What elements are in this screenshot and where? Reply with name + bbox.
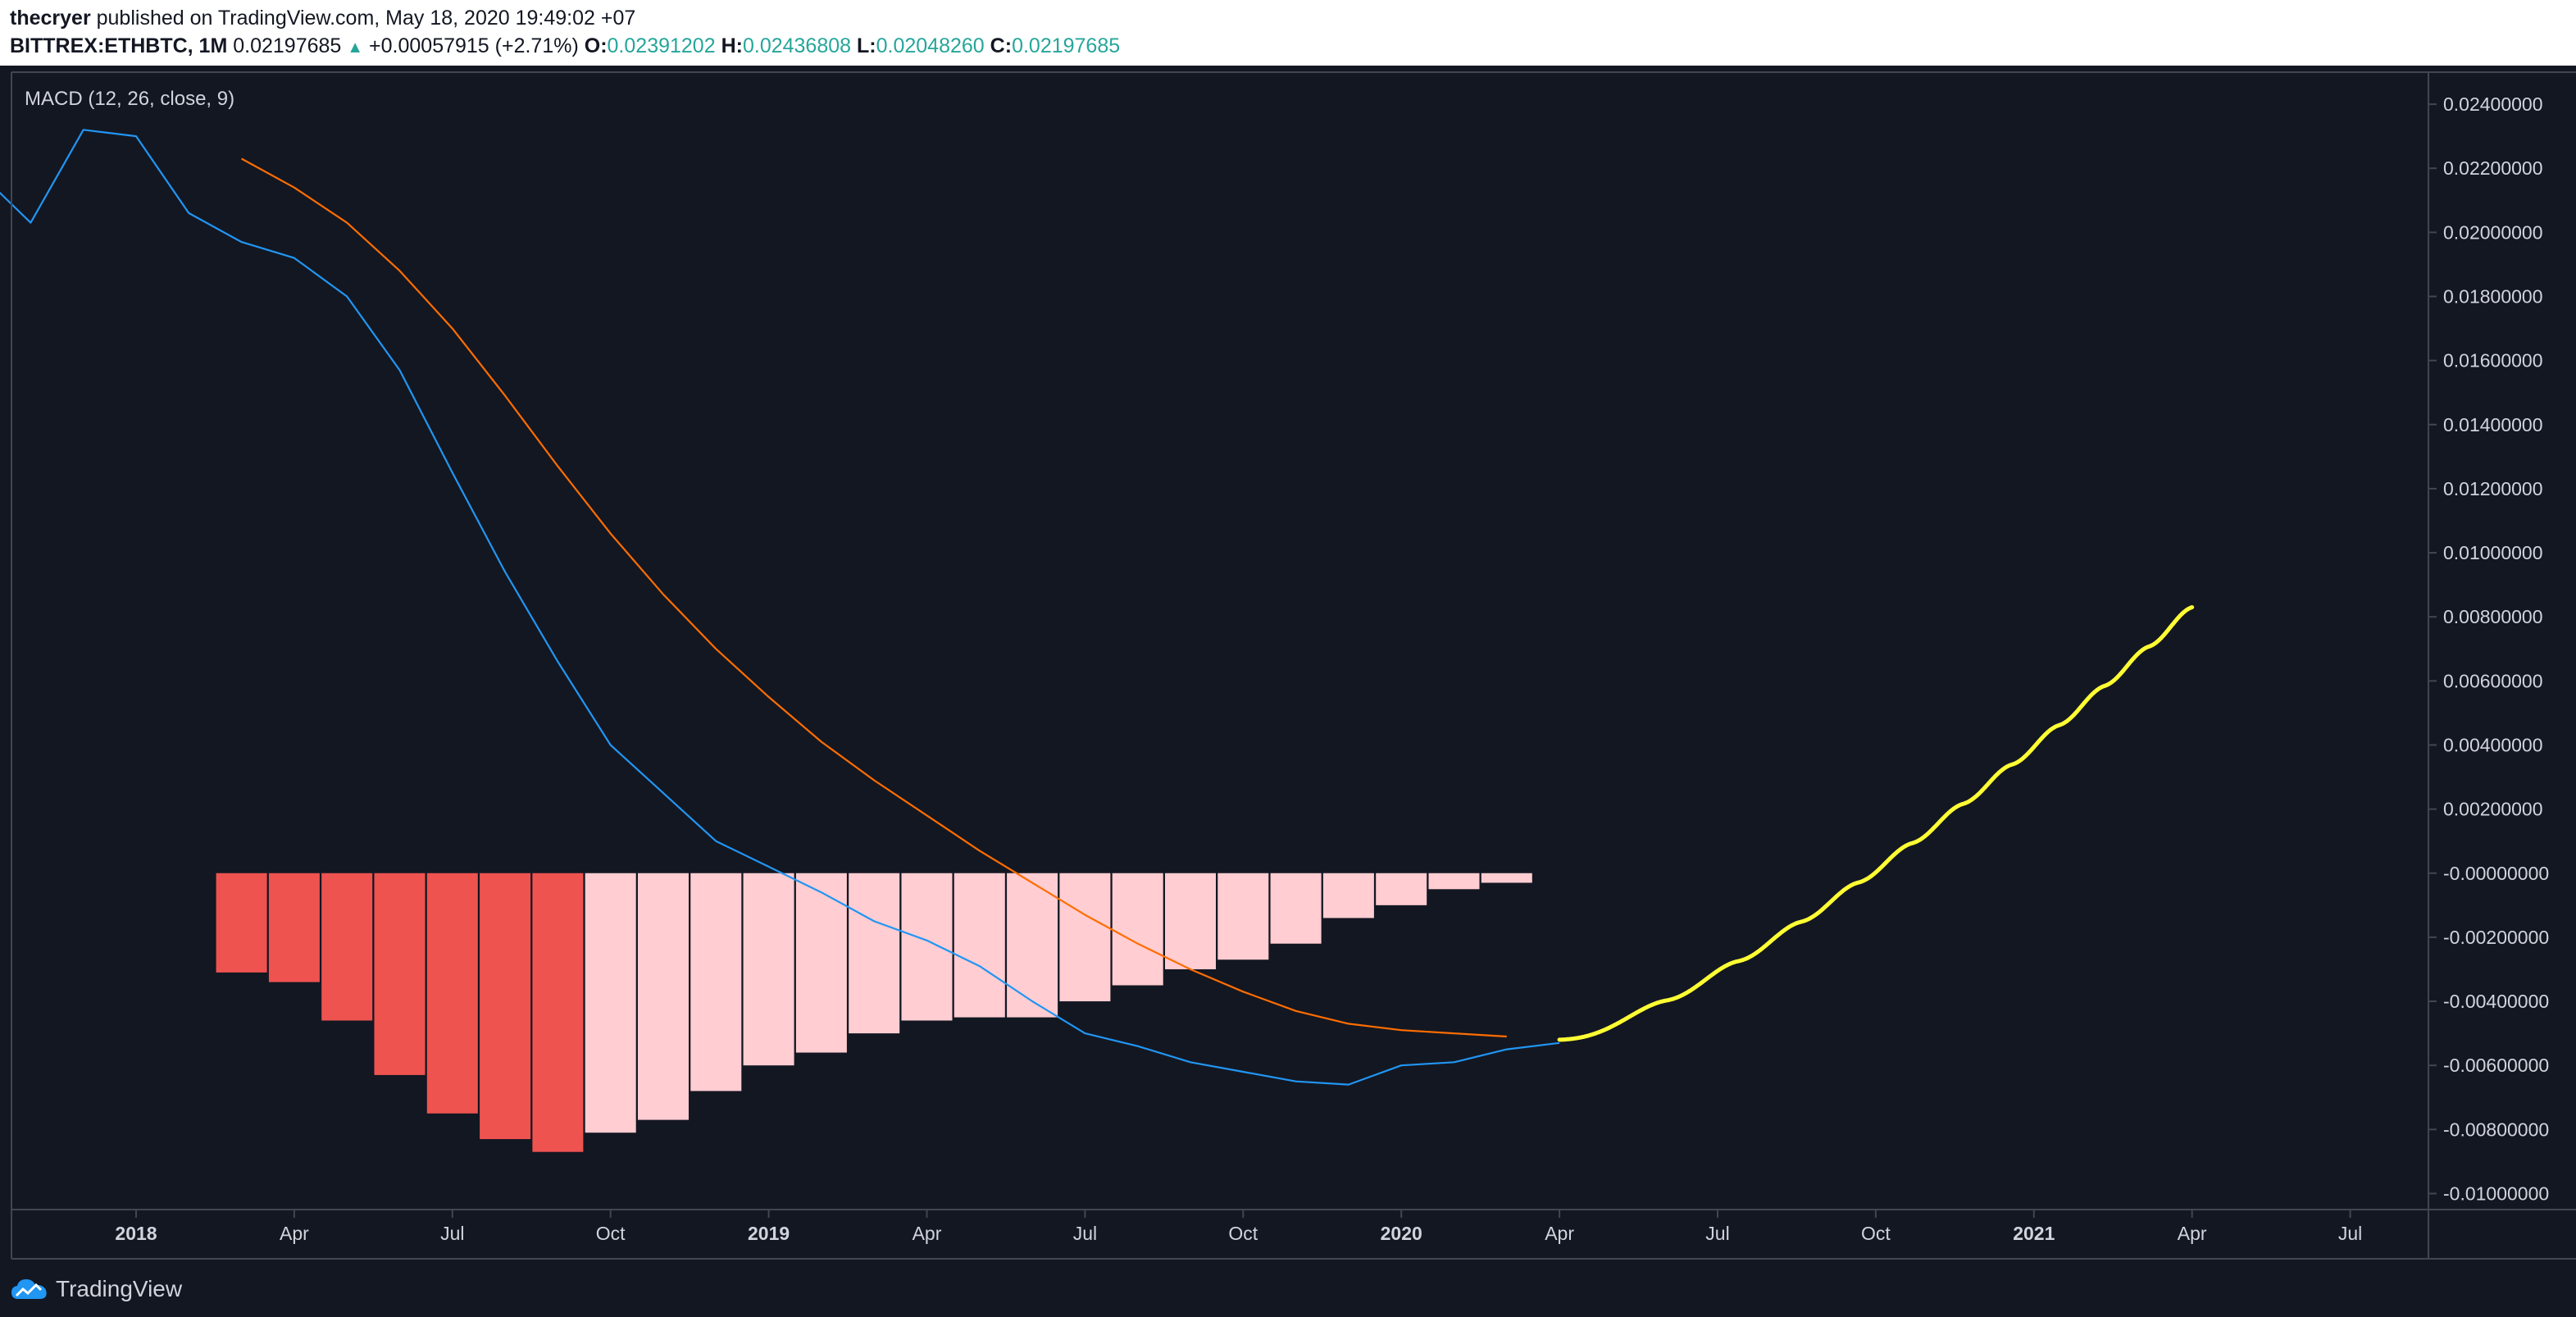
y-tick-label: -0.00600000 — [2443, 1055, 2549, 1076]
histogram-bar — [849, 873, 900, 1034]
y-tick-label: 0.02000000 — [2443, 221, 2543, 243]
x-tick-label: Oct — [596, 1223, 626, 1244]
x-tick-label: Jul — [1705, 1223, 1729, 1244]
low-label: L: — [857, 34, 876, 57]
tradingview-logo[interactable]: TradingView — [10, 1276, 182, 1302]
histogram-bar — [532, 873, 584, 1152]
y-tick-label: -0.00800000 — [2443, 1119, 2549, 1140]
x-tick-label: Oct — [1861, 1223, 1891, 1244]
y-tick-label: -0.00400000 — [2443, 991, 2549, 1012]
y-tick-label: 0.01200000 — [2443, 478, 2543, 499]
y-tick-label: -0.00000000 — [2443, 863, 2549, 884]
histogram-bar — [901, 873, 953, 1021]
close-label: C: — [990, 34, 1013, 57]
y-tick-label: 0.01400000 — [2443, 414, 2543, 435]
histogram-bar — [321, 873, 373, 1021]
y-tick-label: 0.02200000 — [2443, 157, 2543, 179]
histogram-bar — [268, 873, 320, 982]
y-tick-label: 0.01600000 — [2443, 350, 2543, 371]
published-text: published on TradingView.com, May 18, 20… — [96, 7, 636, 30]
histogram-bar — [1217, 873, 1269, 960]
y-tick-label: 0.00600000 — [2443, 670, 2543, 691]
axes: 0.02400000 0.02200000 0.02000000 0.01800000… — [11, 71, 2576, 1260]
chart-background — [0, 66, 2576, 1263]
high-value: 0.02436808 — [742, 34, 852, 57]
histogram-bar — [690, 873, 742, 1091]
tradingview-brand: TradingView — [56, 1276, 183, 1301]
x-tick-label: 2019 — [748, 1223, 790, 1244]
y-tick-label: 0.01800000 — [2443, 285, 2543, 307]
histogram-bar — [743, 873, 794, 1066]
up-arrow-icon: ▲ — [347, 39, 364, 57]
price-change: +0.00057915 (+2.71%) — [369, 34, 579, 57]
author-name[interactable]: thecryer — [10, 7, 91, 30]
histogram-bar — [216, 873, 267, 973]
x-tick-label: 2021 — [2013, 1223, 2055, 1244]
low-value: 0.02048260 — [876, 34, 985, 57]
histogram-bar — [1376, 873, 1427, 905]
indicator-title[interactable]: MACD (12, 26, close, 9) — [25, 88, 234, 110]
close-value: 0.02197685 — [1012, 34, 1121, 57]
histogram-bar — [795, 873, 847, 1053]
x-tick-label: Apr — [280, 1223, 309, 1244]
y-tick-label: 0.00200000 — [2443, 799, 2543, 820]
x-tick-label: Jul — [1073, 1223, 1097, 1244]
histogram-bar — [1481, 873, 1532, 883]
histogram-bar — [1322, 873, 1374, 918]
last-price: 0.02197685 — [233, 34, 342, 57]
x-tick-label: 2018 — [115, 1223, 157, 1244]
tradingview-cloud-icon — [11, 1279, 47, 1299]
footer-bar: TradingView — [0, 1261, 2576, 1317]
histogram-bar — [374, 873, 426, 1075]
y-tick-label: 0.00800000 — [2443, 606, 2543, 627]
histogram-bar — [480, 873, 531, 1140]
histogram-bar — [1007, 873, 1058, 1018]
x-tick-label: Apr — [913, 1223, 942, 1244]
histogram-bar — [953, 873, 1005, 1018]
projection-drawing — [1557, 605, 2195, 1042]
signal-line — [241, 157, 1507, 1038]
y-tick-label: -0.01000000 — [2443, 1183, 2549, 1204]
symbol-info: BITTREX:ETHBTC, 1M 0.02197685 ▲ +0.00057… — [10, 34, 1120, 58]
histogram-bar — [1165, 873, 1216, 969]
x-tick-label: Apr — [2178, 1223, 2207, 1244]
x-tick-label: 2020 — [1381, 1223, 1422, 1244]
macd-line — [0, 129, 1560, 1086]
chart-header: thecryer published on TradingView.com, M… — [0, 0, 2576, 66]
x-tick-label: Apr — [1545, 1223, 1574, 1244]
y-tick-label: 0.02400000 — [2443, 93, 2543, 115]
open-label: O: — [584, 34, 608, 57]
histogram-bar — [1112, 873, 1163, 986]
histogram-bar — [638, 873, 689, 1120]
symbol-name[interactable]: BITTREX:ETHBTC, 1M — [10, 34, 228, 57]
publish-info: thecryer published on TradingView.com, M… — [10, 7, 635, 30]
macd-chart[interactable]: 0.02400000 0.02200000 0.02000000 0.01800000… — [0, 66, 2576, 1263]
y-tick-label: 0.00400000 — [2443, 734, 2543, 755]
plot-area[interactable] — [0, 129, 2195, 1152]
x-tick-label: Jul — [2338, 1223, 2362, 1244]
histogram-bar — [1059, 873, 1111, 1002]
y-tick-label: 0.01000000 — [2443, 542, 2543, 563]
histogram-bar — [1270, 873, 1322, 944]
x-tick-label: Oct — [1228, 1223, 1258, 1244]
high-label: H: — [721, 34, 743, 57]
y-tick-label: -0.00200000 — [2443, 927, 2549, 948]
open-value: 0.02391202 — [607, 34, 716, 57]
histogram-bar — [426, 873, 478, 1114]
histogram-bar — [585, 873, 636, 1133]
histogram-bar — [1428, 873, 1480, 890]
x-tick-label: Jul — [440, 1223, 464, 1244]
